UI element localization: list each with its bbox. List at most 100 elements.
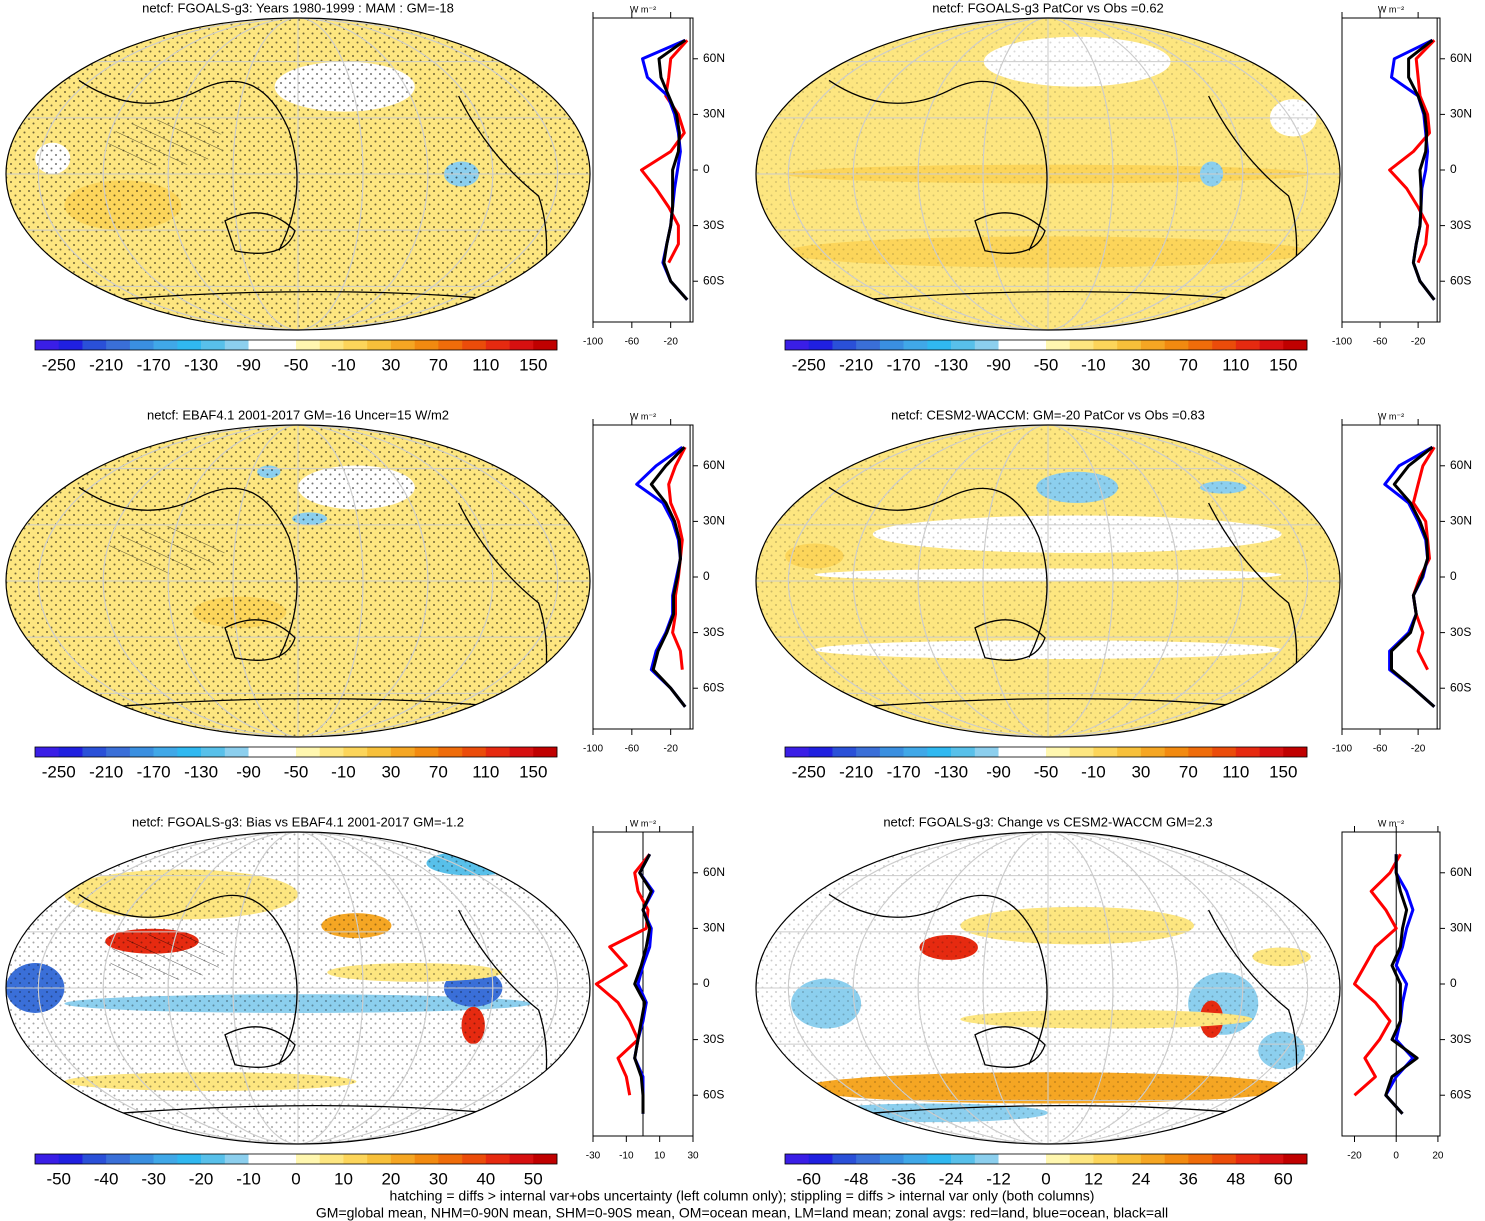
- coastline: [35, 486, 561, 737]
- graticule: [102, 18, 494, 330]
- zonal-line: [649, 446, 687, 708]
- x-tick-label: -100: [583, 744, 603, 755]
- y-tick-label: 30S: [1450, 625, 1471, 639]
- x-tick-label: -30: [586, 1151, 601, 1162]
- colorbar-swatch: [856, 340, 881, 350]
- y-tick-label: 0: [1450, 976, 1457, 990]
- x-tick-label: -60: [625, 337, 640, 348]
- colorbar-swatch: [533, 340, 558, 350]
- colorbar-label: 150: [519, 355, 547, 374]
- x-tick-label: 20: [1432, 1151, 1444, 1162]
- coastline: [785, 486, 1311, 737]
- colorbar-label: -130: [184, 762, 218, 781]
- colorbar-swatch: [785, 747, 810, 757]
- y-tick-label: 0: [1450, 569, 1457, 583]
- hatching: [108, 526, 225, 574]
- colorbar-swatch: [58, 1154, 83, 1164]
- colorbar-swatch: [153, 747, 178, 757]
- colorbar-swatch: [296, 747, 321, 757]
- colorbar-label: 48: [1226, 1169, 1245, 1188]
- colorbar-swatch: [438, 1154, 463, 1164]
- colorbar-label: -40: [94, 1169, 119, 1188]
- graticule: [852, 832, 1244, 1144]
- zonal-unit: W m⁻²: [1378, 818, 1404, 828]
- colorbar-label: 150: [519, 762, 547, 781]
- colorbar-swatch: [343, 340, 368, 350]
- colorbar-swatch: [1259, 747, 1284, 757]
- colorbar-swatch: [106, 340, 131, 350]
- colorbar-label: -170: [137, 355, 171, 374]
- map: [756, 425, 1340, 737]
- graticule: [852, 425, 1244, 737]
- colorbar-swatch: [272, 340, 297, 350]
- colorbar-label: 24: [1131, 1169, 1150, 1188]
- colorbar-swatch: [272, 1154, 297, 1164]
- colorbar-label: 30: [1131, 762, 1150, 781]
- y-tick-label: 30S: [1450, 218, 1471, 232]
- colorbar-swatch: [1069, 340, 1094, 350]
- colorbar-swatch: [951, 340, 976, 350]
- colorbar-swatch: [856, 1154, 881, 1164]
- colorbar-swatch: [177, 747, 202, 757]
- colorbar-frame: [34, 746, 558, 758]
- panel-title: netcf: CESM2-WACCM: GM=-20 PatCor vs Obs…: [891, 407, 1205, 422]
- colorbar-swatch: [1164, 747, 1189, 757]
- y-tick-label: 60S: [703, 680, 724, 694]
- colorbar-swatch: [879, 340, 904, 350]
- colorbar-label: -90: [986, 355, 1011, 374]
- zonal-line: [667, 446, 687, 670]
- colorbar-swatch: [462, 747, 487, 757]
- colorbar-label: -210: [89, 355, 123, 374]
- graticule: [787, 18, 1309, 330]
- colorbar-swatch: [1022, 747, 1047, 757]
- colorbar-swatch: [438, 340, 463, 350]
- colorbar-label: 70: [1179, 355, 1198, 374]
- colorbar-swatch: [367, 340, 392, 350]
- colorbar-swatch: [808, 340, 833, 350]
- graticule: [787, 832, 1309, 1144]
- zonal-frame: [1341, 424, 1441, 730]
- colorbar-swatch: [1140, 747, 1165, 757]
- panel-title: netcf: FGOALS-g3: Years 1980-1999 : MAM …: [142, 0, 454, 15]
- colorbar-label: -170: [887, 762, 921, 781]
- panel-title: netcf: FGOALS-g3: Bias vs EBAF4.1 2001-2…: [132, 814, 464, 829]
- panel-title: netcf: FGOALS-g3 PatCor vs Obs =0.62: [932, 0, 1164, 15]
- graticule: [852, 18, 1244, 330]
- graticule: [232, 832, 364, 1144]
- colorbar-swatch: [485, 747, 510, 757]
- graticule: [167, 18, 429, 330]
- panel-title: netcf: EBAF4.1 2001-2017 GM=-16 Uncer=15…: [147, 407, 449, 422]
- colorbar-swatch: [1188, 747, 1213, 757]
- coastline: [35, 79, 561, 330]
- colorbar-label: -50: [284, 355, 309, 374]
- colorbar-label: -10: [1081, 762, 1106, 781]
- colorbar-swatch: [129, 747, 154, 757]
- colorbar-label: -24: [939, 1169, 964, 1188]
- colorbar-swatch: [808, 1154, 833, 1164]
- colorbar-swatch: [1046, 747, 1071, 757]
- zonal-unit: W m⁻²: [1378, 411, 1404, 421]
- colorbar-label: -10: [1081, 355, 1106, 374]
- colorbar-label: 20: [381, 1169, 400, 1188]
- colorbar-label: 150: [1269, 355, 1297, 374]
- colorbar-label: 30: [381, 355, 400, 374]
- y-tick-label: 30N: [1450, 921, 1472, 935]
- colorbar-swatch: [248, 340, 273, 350]
- colorbar-frame: [34, 1153, 558, 1165]
- x-tick-label: -20: [1411, 337, 1426, 348]
- panel-title: netcf: FGOALS-g3: Change vs CESM2-WACCM …: [883, 814, 1212, 829]
- colorbar-swatch: [343, 1154, 368, 1164]
- colorbar-label: -250: [792, 355, 826, 374]
- colorbar-swatch: [1140, 1154, 1165, 1164]
- colorbar-label: 30: [381, 762, 400, 781]
- colorbar-swatch: [1046, 1154, 1071, 1164]
- colorbar-label: 30: [429, 1169, 448, 1188]
- colorbar-swatch: [974, 340, 999, 350]
- graticule: [167, 425, 429, 737]
- colorbar-swatch: [1212, 340, 1237, 350]
- graticule: [102, 425, 494, 737]
- colorbar-swatch: [177, 340, 202, 350]
- y-tick-label: 30N: [703, 107, 725, 121]
- panel: netcf: FGOALS-g3: Bias vs EBAF4.1 2001-2…: [5, 814, 725, 1188]
- y-tick-label: 30N: [703, 514, 725, 528]
